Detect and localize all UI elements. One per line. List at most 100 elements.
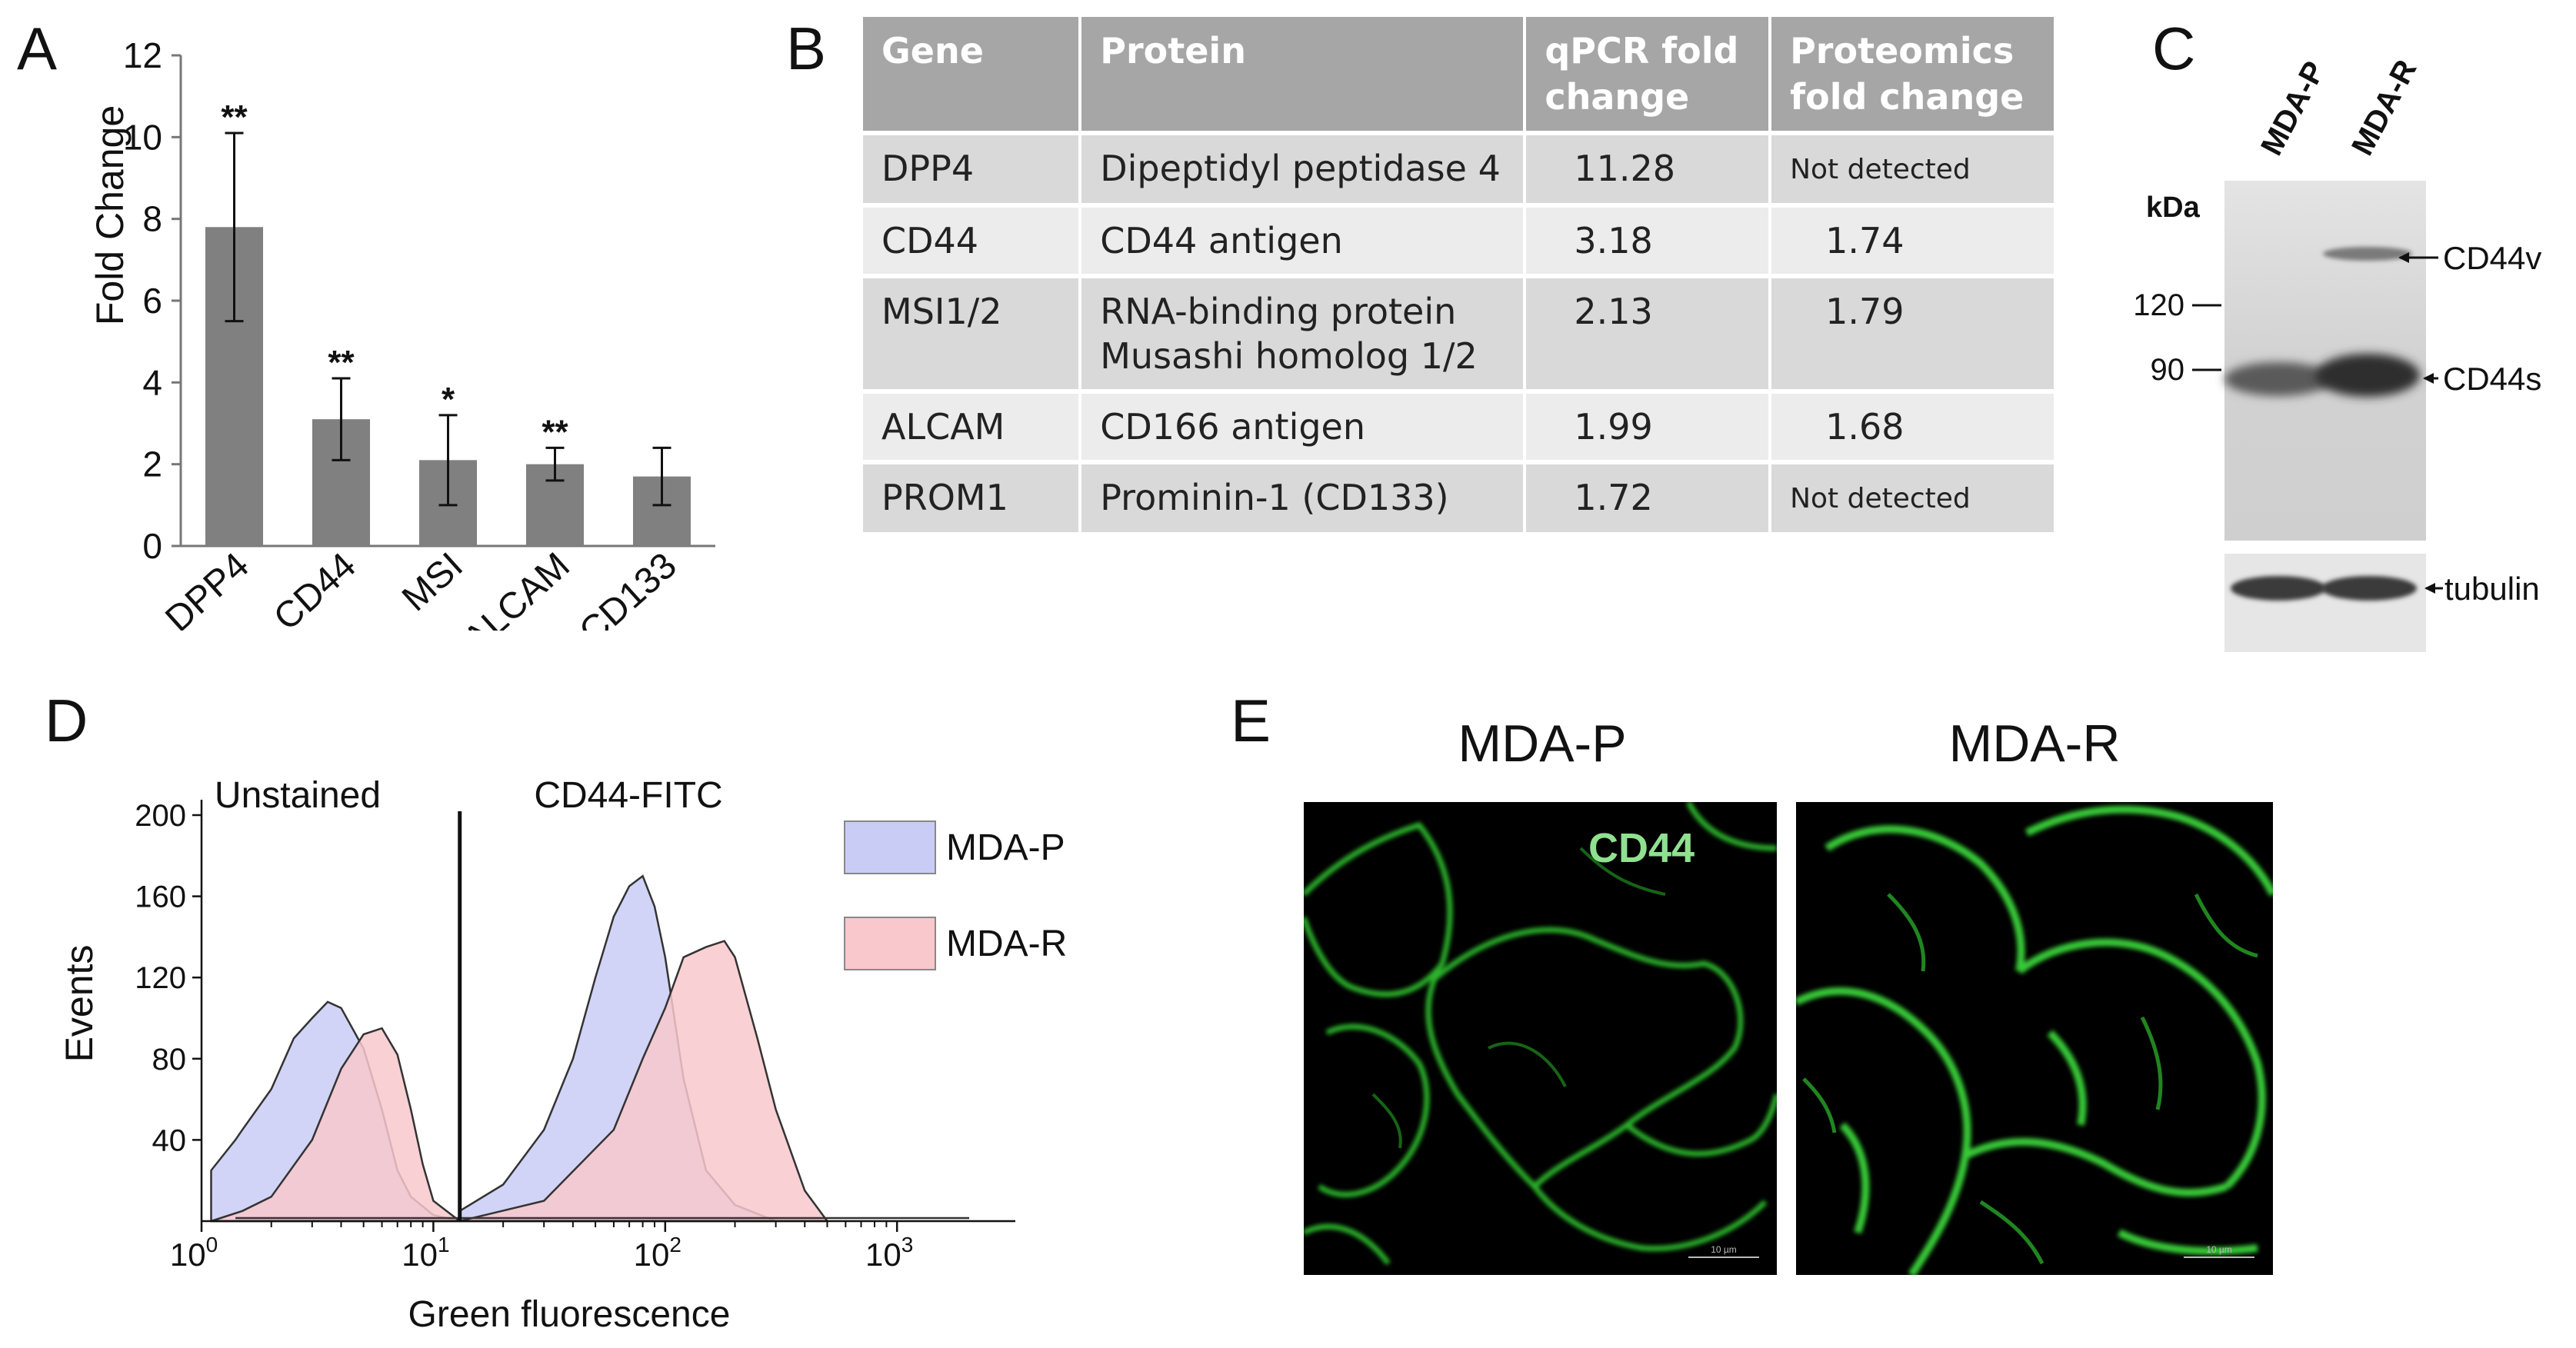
legend-swatch-mda-r xyxy=(844,917,936,970)
band-tubulin-r xyxy=(2321,576,2417,601)
header-gene: Gene xyxy=(863,17,1082,133)
micrograph-mda-r: 10 µm xyxy=(1796,802,2273,1275)
flow-histogram: Events Green fluorescence Unstained CD44… xyxy=(58,775,1067,1335)
table-row: CD44 CD44 antigen 3.18 1.74 xyxy=(863,203,2054,276)
cell-gene: CD44 xyxy=(863,203,1082,276)
x-tick-label: 103 xyxy=(865,1233,913,1273)
panel-letter-d: D xyxy=(45,687,88,754)
cell-qpcr: 11.28 xyxy=(1525,131,1772,205)
region-label-cd44-fitc: CD44-FITC xyxy=(534,775,722,816)
cell-protein: Dipeptidyl peptidase 4 xyxy=(1080,131,1527,205)
panel-letter-e: E xyxy=(1231,687,1271,754)
cell-protein: CD44 antigen xyxy=(1080,203,1527,276)
cell-gene: DPP4 xyxy=(863,131,1082,205)
cell-gene: PROM1 xyxy=(863,460,1082,532)
band-tubulin-p xyxy=(2231,576,2326,601)
x-axis-label: Green fluorescence xyxy=(408,1294,731,1335)
y-tick-label: 12 xyxy=(123,35,162,75)
region-label-unstained: Unstained xyxy=(215,775,381,816)
bars: ******* xyxy=(205,98,691,546)
marker-90: 90 xyxy=(2151,353,2185,387)
cell-proteomics: 1.68 xyxy=(1770,389,2054,462)
significance-label: * xyxy=(442,381,455,418)
y-tick-label: 2 xyxy=(142,444,162,484)
x-tick-label: 100 xyxy=(170,1233,218,1273)
axes: 40 80 120 160 200 100 101 102 103 xyxy=(135,799,1015,1273)
cell-gene: ALCAM xyxy=(863,389,1082,462)
western-blot: MDA-P MDA-R kDa 120 90 CD44v CD44s tubul… xyxy=(2133,55,2541,652)
cell-proteomics: Not detected xyxy=(1770,131,2054,205)
arrowhead-cd44v xyxy=(2398,252,2409,263)
cell-protein: CD166 antigen xyxy=(1080,389,1527,462)
arrowhead-cd44s xyxy=(2423,373,2434,384)
legend-label-mda-r: MDA-R xyxy=(946,924,1067,964)
cell-qpcr: 1.99 xyxy=(1525,389,1772,462)
y-tick-label: 160 xyxy=(135,880,186,914)
cell-gene: MSI1/2 xyxy=(863,274,1082,391)
lane-label-mda-p: MDA-P xyxy=(2254,56,2331,161)
y-tick-label: 6 xyxy=(142,281,162,321)
significance-label: ** xyxy=(542,413,568,451)
micrograph-title-mda-r: MDA-R xyxy=(1948,714,2121,773)
y-tick-label: 0 xyxy=(142,526,162,566)
panel-letter-b: B xyxy=(786,15,827,82)
marker-table: Gene Protein qPCR fold change Proteomics… xyxy=(863,17,2054,532)
x-tick-label: CD44 xyxy=(266,545,364,631)
histogram-area-mda-r xyxy=(211,1027,463,1223)
x-tick-label: 101 xyxy=(402,1233,449,1273)
loading-label-tubulin: tubulin xyxy=(2444,571,2540,607)
table-row: MSI1/2 RNA-binding protein Musashi homol… xyxy=(863,274,2054,391)
cell-image-mda-r: 10 µm xyxy=(1796,805,2273,1275)
y-tick-label: 4 xyxy=(142,362,162,402)
header-protein: Protein xyxy=(1080,17,1527,133)
x-tick-label: 102 xyxy=(634,1233,681,1273)
arrowhead-tubulin xyxy=(2424,583,2435,594)
lane-label-mda-r: MDA-R xyxy=(2345,55,2423,161)
table-row: ALCAM CD166 antigen 1.99 1.68 xyxy=(863,389,2054,462)
cell-protein: RNA-binding protein Musashi homolog 1/2 xyxy=(1080,274,1527,391)
band-cd44s-p xyxy=(2224,362,2332,396)
y-tick-label: 120 xyxy=(135,961,186,995)
band-label-cd44s: CD44s xyxy=(2443,361,2541,397)
x-tick-label: DPP4 xyxy=(158,545,257,631)
panel-letter-a: A xyxy=(17,15,58,82)
scale-label: 10 µm xyxy=(1711,1244,1737,1255)
kda-label: kDa xyxy=(2146,191,2201,224)
x-tick-label: CD133 xyxy=(572,545,685,631)
histogram-area-mda-r xyxy=(459,940,829,1223)
y-axis-label: Fold Change xyxy=(88,105,132,325)
bar-chart-a: Fold Change 0 2 4 6 8 10 12 DPP4 CD44 MSIALCAMCD1… xyxy=(88,35,715,631)
cell-image-mda-p: CD44 10 µm xyxy=(1304,802,1777,1266)
cell-proteomics: Not detected xyxy=(1770,460,2054,532)
y-tick-label: 80 xyxy=(152,1043,187,1077)
x-tick-label: MSI xyxy=(395,545,471,619)
cell-qpcr: 3.18 xyxy=(1525,203,1772,276)
y-tick-label: 200 xyxy=(135,799,186,833)
micrograph-title-mda-p: MDA-P xyxy=(1458,714,1627,773)
y-axis-label: Events xyxy=(58,945,101,1063)
table-row: PROM1 Prominin-1 (CD133) 1.72 Not detect… xyxy=(863,460,2054,532)
y-tick-label: 8 xyxy=(142,199,162,239)
y-tick-label: 40 xyxy=(152,1123,187,1157)
band-cd44s-r xyxy=(2315,354,2420,397)
cell-proteomics: 1.79 xyxy=(1770,274,2054,391)
significance-label: ** xyxy=(328,344,355,381)
header-qpcr: qPCR fold change xyxy=(1525,17,1772,133)
significance-label: ** xyxy=(221,98,248,136)
cell-protein: Prominin-1 (CD133) xyxy=(1080,460,1527,532)
legend-label-mda-p: MDA-P xyxy=(946,827,1065,868)
legend-swatch-mda-p xyxy=(844,820,936,874)
band-cd44v-r xyxy=(2323,247,2412,261)
marker-120: 120 xyxy=(2133,288,2184,322)
micrograph-mda-p: CD44 10 µm xyxy=(1304,802,1777,1275)
scale-label: 10 µm xyxy=(2206,1244,2232,1255)
stain-label-cd44: CD44 xyxy=(1588,825,1695,871)
table-row: DPP4 Dipeptidyl peptidase 4 11.28 Not de… xyxy=(863,131,2054,205)
cell-proteomics: 1.74 xyxy=(1770,203,2054,276)
histogram-series xyxy=(210,874,969,1223)
cell-qpcr: 1.72 xyxy=(1525,460,1772,532)
y-tick-label: 10 xyxy=(123,117,162,157)
cell-qpcr: 2.13 xyxy=(1525,274,1772,391)
panel-letter-c: C xyxy=(2152,15,2196,82)
band-label-cd44v: CD44v xyxy=(2443,240,2541,276)
